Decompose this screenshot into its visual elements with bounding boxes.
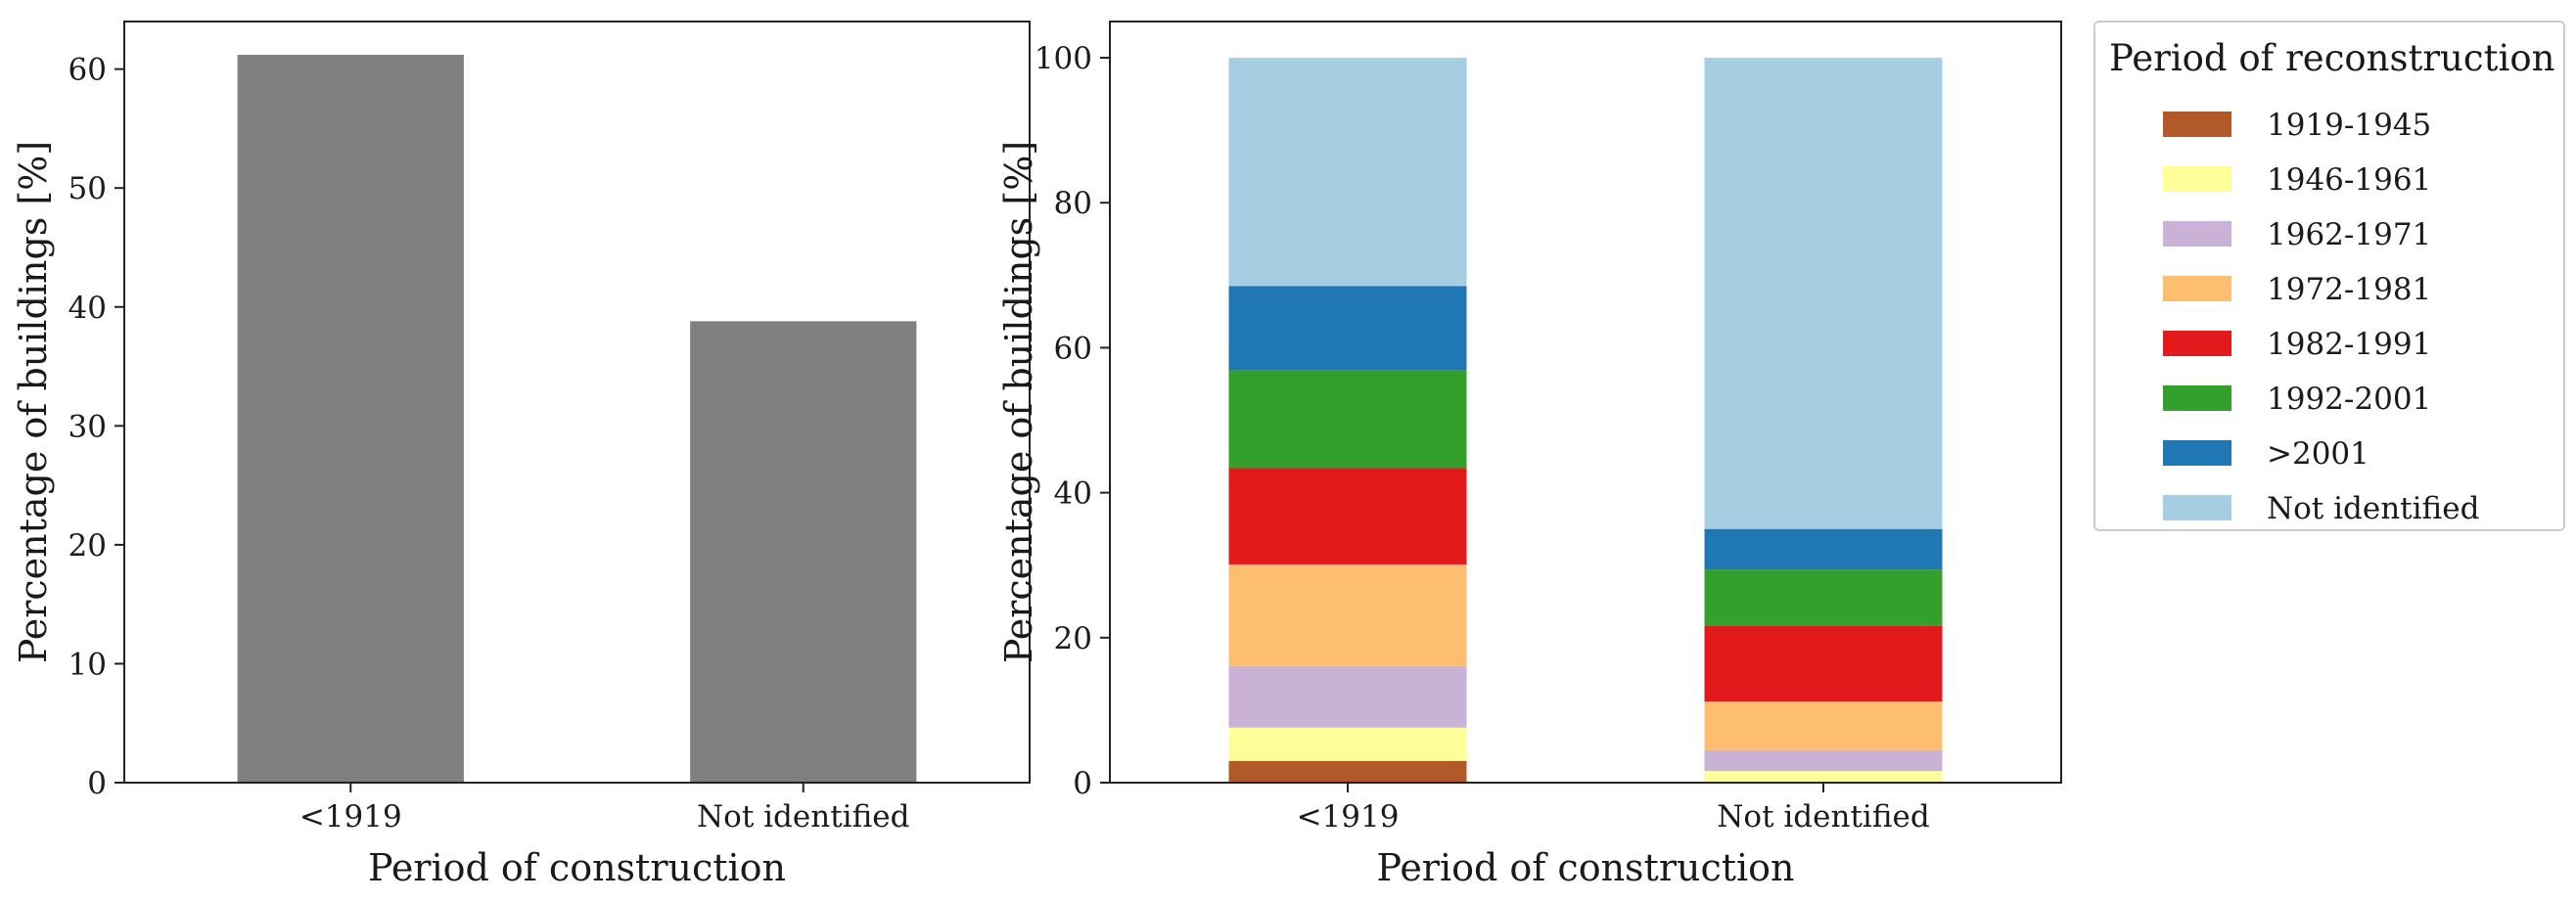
legend-label-1992-2001: 1992-2001: [2267, 382, 2431, 417]
legend-label-1962-1971: 1962-1971: [2267, 217, 2431, 252]
legend-swatch-1962-1971: [2163, 221, 2231, 247]
legend-label-1982-1991: 1982-1991: [2267, 327, 2431, 362]
legend-label-not-identified: Not identified: [2267, 491, 2479, 526]
y-tick-label: 30: [69, 409, 107, 444]
y-axis-ticks: 0 20 40 60 80 100: [1035, 41, 1110, 801]
legend-swatch-1982-1991: [2163, 331, 2231, 356]
y-tick-label: 40: [69, 291, 107, 326]
bar-segment-1919-not-identified: [1228, 58, 1467, 287]
y-tick-label: 10: [69, 647, 107, 682]
stacked-bars: [1228, 58, 1943, 783]
bar-1919: [237, 55, 464, 784]
bar-segment-1919-1982-1991: [1228, 468, 1467, 564]
y-tick-label: 0: [1073, 766, 1092, 801]
bar-segment-not-identified-1946-1961: [1704, 771, 1943, 783]
legend-swatch-2001: [2163, 440, 2231, 466]
legend-label-1972-1981: 1972-1981: [2267, 272, 2431, 307]
legend-label-1946-1961: 1946-1961: [2267, 162, 2431, 198]
legend-label-1919-1945: 1919-1945: [2267, 108, 2431, 143]
bar-segment-1919-1962-1971: [1228, 665, 1467, 728]
y-tick-label: 0: [87, 766, 107, 801]
bar-segment-1919-2001: [1228, 286, 1467, 371]
x-axis-label: Period of construction: [368, 846, 786, 889]
legend-swatch-1992-2001: [2163, 385, 2231, 411]
x-tick-label: Not identified: [1717, 799, 1929, 834]
bar-segment-not-identified-1972-1981: [1704, 701, 1943, 750]
bar-segment-1919-1919-1945: [1228, 760, 1467, 783]
y-tick-label: 20: [69, 528, 107, 564]
y-tick-label: 40: [1054, 476, 1092, 512]
chart-construction-period: 0 10 20 30 40 50 60 <1919 Not identified Period…: [12, 21, 1031, 889]
bar-segment-1919-1946-1961: [1228, 727, 1467, 761]
bar-not-identified: [690, 321, 917, 783]
y-tick-label: 50: [69, 171, 107, 206]
plot-frame: [1109, 21, 2062, 784]
x-tick-label: Not identified: [697, 799, 909, 834]
bar-segment-not-identified-1962-1971: [1704, 749, 1943, 772]
y-tick-label: 20: [1054, 621, 1092, 656]
y-tick-label: 100: [1035, 41, 1092, 76]
x-tick-label: <1919: [299, 799, 402, 834]
y-tick-label: 80: [1054, 186, 1092, 221]
bar-segment-not-identified-not-identified: [1704, 58, 1943, 529]
bar-segment-1919-1992-2001: [1228, 370, 1467, 469]
legend-items: 1919-1945 1946-1961 1962-1971 1972-1981 1982…: [2163, 108, 2479, 526]
legend-swatch-not-identified: [2163, 495, 2231, 520]
y-axis-label: Percentage of buildings [%]: [997, 141, 1040, 663]
x-axis-ticks: <1919 Not identified: [1297, 783, 1930, 834]
legend-title: Period of reconstruction: [2109, 37, 2554, 79]
legend: Period of reconstruction 1919-1945 1946-1…: [2093, 21, 2565, 531]
bars: [237, 55, 917, 784]
legend-swatch-1946-1961: [2163, 166, 2231, 192]
chart-reconstruction-period: 0 20 40 60 80 100 <1919 Not identified Period …: [997, 21, 2062, 889]
y-tick-label: 60: [69, 53, 107, 88]
x-tick-label: <1919: [1297, 799, 1400, 834]
x-axis-label: Period of construction: [1376, 846, 1794, 889]
bar-segment-not-identified-2001: [1704, 528, 1943, 570]
legend-swatch-1972-1981: [2163, 276, 2231, 301]
bar-segment-not-identified-1992-2001: [1704, 569, 1943, 626]
y-axis-ticks: 0 10 20 30 40 50 60: [69, 53, 124, 801]
legend-swatch-1919-1945: [2163, 112, 2231, 137]
bar-segment-not-identified-1982-1991: [1704, 625, 1943, 702]
y-tick-label: 60: [1054, 331, 1092, 366]
x-axis-ticks: <1919 Not identified: [299, 783, 909, 834]
y-axis-label: Percentage of buildings [%]: [12, 141, 55, 663]
legend-label-2001: >2001: [2267, 436, 2369, 472]
bar-segment-1919-1972-1981: [1228, 564, 1467, 666]
plot-frame: [123, 21, 1031, 784]
